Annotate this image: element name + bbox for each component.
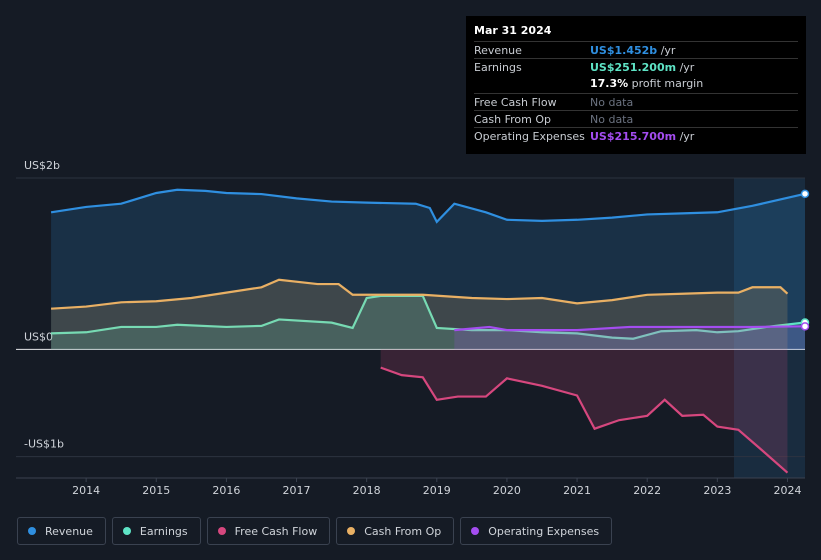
legend-label: Operating Expenses — [488, 524, 600, 538]
series-area — [454, 326, 805, 350]
end-marker — [800, 322, 810, 331]
tooltip-row: 17.3% profit margin — [474, 75, 798, 92]
legend-item[interactable]: Cash From Op — [336, 517, 455, 545]
x-tick-label: 2015 — [142, 484, 170, 497]
series-area — [51, 189, 806, 350]
legend-swatch — [471, 527, 480, 535]
x-tick-label: 2020 — [493, 484, 521, 497]
tooltip-label: Cash From Op — [474, 112, 552, 126]
tooltip-label: Revenue — [474, 44, 522, 57]
series-line — [380, 366, 789, 474]
tooltip-row: Cash From Op No data — [474, 109, 798, 128]
tooltip-date: Mar 31 2024 — [474, 24, 552, 37]
tooltip-label: Earnings — [474, 61, 522, 75]
legend: Revenue Earnings Free Cash Flow Cash From O… — [17, 517, 613, 545]
x-tick-label: 2022 — [633, 484, 661, 497]
tooltip-value: US$251.200m /yr — [590, 59, 694, 76]
tooltip-value: US$215.700m /yr — [590, 128, 694, 145]
tooltip-suffix: profit margin — [631, 77, 704, 91]
tooltip-value: US$1.452b /yr — [590, 42, 675, 59]
series-area — [380, 349, 788, 473]
tooltip-suffix: /yr — [679, 61, 695, 75]
tooltip-value: No data — [590, 94, 633, 111]
x-tick-label: 2024 — [773, 484, 801, 497]
legend-swatch — [122, 527, 131, 535]
series-line — [51, 294, 806, 340]
series-area — [51, 295, 806, 350]
legend-label: Cash From Op — [364, 524, 442, 538]
tooltip-number: 17.3% — [590, 77, 629, 91]
legend-label: Earnings — [139, 524, 188, 538]
tooltip-value: No data — [590, 111, 633, 128]
tooltip-number: US$1.452b — [590, 44, 658, 57]
x-tick-label: 2016 — [212, 484, 240, 497]
legend-item[interactable]: Earnings — [111, 517, 201, 545]
tooltip-row: Free Cash Flow No data — [474, 92, 798, 111]
y-tick-label: US$2b — [24, 159, 60, 172]
legend-item[interactable]: Free Cash Flow — [206, 517, 331, 545]
x-tick-label: 2019 — [423, 484, 451, 497]
legend-item[interactable]: Operating Expenses — [460, 517, 613, 545]
x-tick-label: 2018 — [353, 484, 381, 497]
tooltip-label: Operating Expenses — [474, 130, 585, 143]
legend-swatch — [347, 527, 356, 535]
tooltip-suffix: /yr — [679, 130, 695, 143]
tooltip-label: Free Cash Flow — [474, 95, 557, 109]
x-tick-label: 2014 — [72, 484, 100, 497]
legend-label: Revenue — [45, 524, 93, 538]
tooltip-row: Operating Expenses US$215.700m /yr — [474, 127, 798, 145]
x-tick-label: 2021 — [563, 484, 591, 497]
legend-item[interactable]: Revenue — [17, 517, 106, 545]
legend-swatch — [28, 527, 36, 535]
series-line — [50, 278, 789, 310]
tooltip-number: No data — [590, 95, 634, 109]
series-line — [50, 188, 806, 224]
end-marker — [800, 189, 810, 199]
tooltip-suffix: /yr — [660, 44, 676, 57]
tooltip-value: 17.3% profit margin — [590, 75, 703, 92]
x-tick-label: 2023 — [703, 484, 731, 497]
legend-label: Free Cash Flow — [234, 524, 318, 538]
series-line — [454, 325, 806, 332]
tooltip-row: Earnings US$251.200m /yr — [474, 58, 798, 76]
tooltip-number: US$251.200m — [590, 61, 677, 75]
x-tick-label: 2017 — [283, 484, 311, 497]
series-area — [51, 279, 788, 350]
tooltip-row: Revenue US$1.452b /yr — [474, 41, 798, 59]
tooltip-number: US$215.700m — [590, 130, 677, 143]
chart: -US$1b US$0 US$2b 2014 2015 2016 2017 2018 2019 2… — [16, 159, 810, 497]
y-tick-label: US$0 — [24, 330, 53, 343]
y-tick-label: -US$1b — [24, 438, 64, 451]
legend-swatch — [217, 527, 226, 535]
tooltip: Mar 31 2024 Revenue US$1.452b /yr Earnings… — [466, 16, 806, 154]
tooltip-number: No data — [590, 112, 634, 126]
